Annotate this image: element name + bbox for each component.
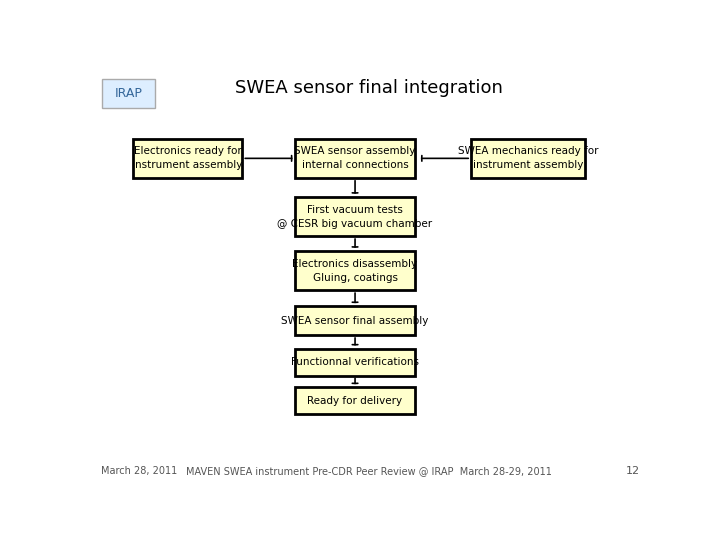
FancyBboxPatch shape <box>471 139 585 178</box>
Text: March 28, 2011: March 28, 2011 <box>101 465 177 476</box>
Text: IRAP: IRAP <box>115 87 143 100</box>
FancyBboxPatch shape <box>102 78 156 109</box>
Text: SWEA mechanics ready for
instrument assembly: SWEA mechanics ready for instrument asse… <box>458 146 598 170</box>
FancyBboxPatch shape <box>295 251 415 291</box>
FancyBboxPatch shape <box>295 349 415 376</box>
Text: SWEA sensor assembly
internal connections: SWEA sensor assembly internal connection… <box>294 146 415 170</box>
Text: MAVEN SWEA instrument Pre-CDR Peer Review @ IRAP  March 28-29, 2011: MAVEN SWEA instrument Pre-CDR Peer Revie… <box>186 465 552 476</box>
Text: First vacuum tests
@ CESR big vacuum chamber: First vacuum tests @ CESR big vacuum cha… <box>277 205 433 228</box>
FancyBboxPatch shape <box>133 139 242 178</box>
Text: Electronics ready for
instrument assembly: Electronics ready for instrument assembl… <box>132 146 243 170</box>
FancyBboxPatch shape <box>295 306 415 335</box>
Text: SWEA sensor final assembly: SWEA sensor final assembly <box>282 315 428 326</box>
Text: 12: 12 <box>626 465 639 476</box>
FancyBboxPatch shape <box>295 139 415 178</box>
FancyBboxPatch shape <box>295 197 415 237</box>
Text: Electronics disassembly
Gluing, coatings: Electronics disassembly Gluing, coatings <box>292 259 418 282</box>
Text: Ready for delivery: Ready for delivery <box>307 396 402 406</box>
FancyBboxPatch shape <box>295 387 415 414</box>
Text: Functionnal verifications: Functionnal verifications <box>291 357 419 367</box>
Text: SWEA sensor final integration: SWEA sensor final integration <box>235 79 503 97</box>
